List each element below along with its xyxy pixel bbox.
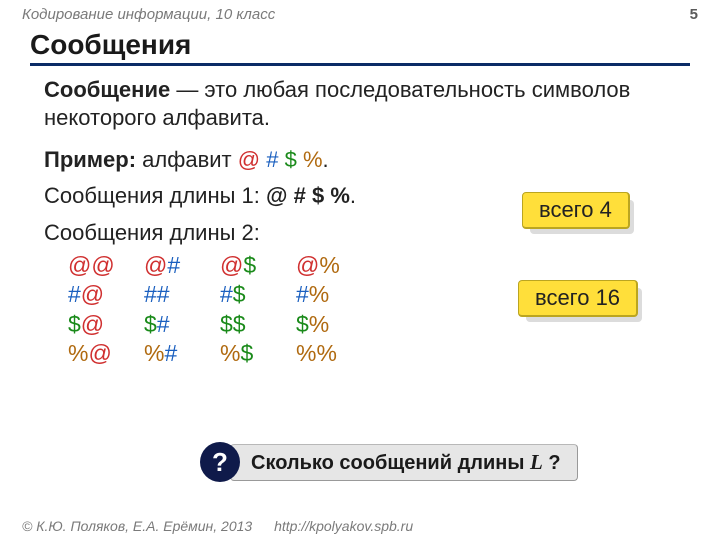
footer-url: http://kpolyakov.spb.ru xyxy=(274,518,413,534)
grid-cell: %@ xyxy=(68,339,144,368)
grid-cell: $@ xyxy=(68,310,144,339)
definition-text: Сообщение — это любая последовательность… xyxy=(44,76,684,132)
page-number: 5 xyxy=(690,6,698,23)
grid-cell: ## xyxy=(144,280,220,309)
grid-cell: @@ xyxy=(68,251,144,280)
question-mark-icon: ? xyxy=(200,442,240,482)
callout-total-16: всего 16 xyxy=(518,280,638,317)
grid-cell: #$ xyxy=(220,280,296,309)
grid-row: @@@#@$@% xyxy=(68,251,684,280)
grid-cell: %$ xyxy=(220,339,296,368)
course-name: Кодирование информации, 10 класс xyxy=(22,6,275,23)
definition-term: Сообщение xyxy=(44,77,170,102)
length1-prefix: Сообщения длины 1: xyxy=(44,183,266,208)
title-underline xyxy=(30,63,690,66)
grid-cell: $$ xyxy=(220,310,296,339)
grid-cell: @% xyxy=(296,251,372,280)
alphabet-symbol: @ xyxy=(238,147,260,172)
slide-footer: © К.Ю. Поляков, Е.А. Ерёмин, 2013 http:/… xyxy=(22,518,413,534)
grid-cell: %% xyxy=(296,339,372,368)
grid-cell: %# xyxy=(144,339,220,368)
alphabet-symbol: # xyxy=(266,147,278,172)
callout-total-4: всего 4 xyxy=(522,192,630,229)
example-prefix: алфавит xyxy=(136,147,238,172)
length1-symbols: @ # $ % xyxy=(266,183,350,208)
example-label: Пример: xyxy=(44,147,136,172)
length1-suffix: . xyxy=(350,183,356,208)
grid-row: %@%#%$%% xyxy=(68,339,684,368)
question-bar: ? Сколько сообщений длины L ? xyxy=(200,442,578,482)
grid-cell: #@ xyxy=(68,280,144,309)
len1-symbol: @ xyxy=(266,183,287,208)
question-text: Сколько сообщений длины L ? xyxy=(230,444,578,481)
slide-header: Кодирование информации, 10 класс 5 xyxy=(0,0,720,25)
len1-symbol: # xyxy=(294,183,306,208)
slide-title: Сообщения xyxy=(30,25,690,63)
grid-cell: $% xyxy=(296,310,372,339)
example-suffix: . xyxy=(323,147,329,172)
example-line: Пример: алфавит @ # $ %. xyxy=(44,146,684,174)
grid-cell: #% xyxy=(296,280,372,309)
len1-symbol: $ xyxy=(312,183,324,208)
grid-cell: $# xyxy=(144,310,220,339)
len1-symbol: % xyxy=(330,183,350,208)
alphabet-symbols: @ # $ % xyxy=(238,146,323,174)
grid-cell: @$ xyxy=(220,251,296,280)
grid-cell: @# xyxy=(144,251,220,280)
alphabet-symbol: % xyxy=(303,147,323,172)
copyright-text: © К.Ю. Поляков, Е.А. Ерёмин, 2013 xyxy=(22,518,252,534)
alphabet-symbol: $ xyxy=(285,147,297,172)
